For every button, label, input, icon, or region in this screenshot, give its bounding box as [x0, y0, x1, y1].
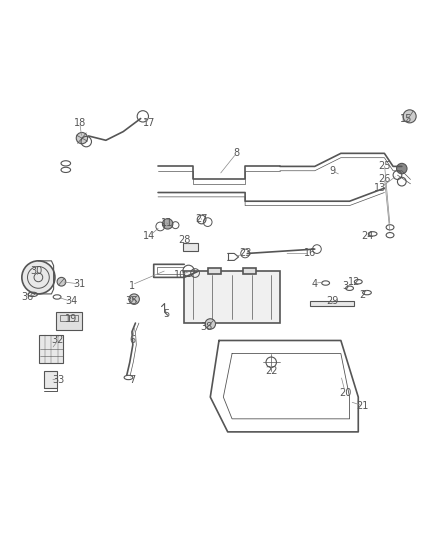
Text: 25: 25: [378, 161, 391, 172]
Text: 9: 9: [329, 166, 335, 176]
Circle shape: [396, 163, 407, 174]
Text: 28: 28: [178, 236, 191, 245]
Text: 33: 33: [52, 375, 64, 385]
Circle shape: [403, 110, 416, 123]
Text: 3: 3: [342, 281, 348, 291]
Text: 10: 10: [174, 270, 186, 280]
Circle shape: [129, 294, 139, 304]
Circle shape: [57, 277, 66, 286]
Bar: [243, 268, 256, 274]
Bar: [39, 335, 64, 364]
Bar: [183, 243, 198, 251]
Text: 18: 18: [74, 118, 86, 128]
Text: 38: 38: [200, 322, 212, 333]
Bar: [56, 312, 82, 329]
Text: 29: 29: [326, 296, 338, 306]
Text: 1: 1: [129, 281, 135, 291]
Text: 14: 14: [143, 231, 155, 241]
Text: 19: 19: [65, 314, 77, 324]
Text: 35: 35: [126, 296, 138, 306]
Circle shape: [162, 219, 173, 229]
Text: 27: 27: [195, 214, 208, 224]
Text: 34: 34: [65, 296, 77, 306]
Text: 20: 20: [339, 387, 351, 398]
Text: 5: 5: [164, 309, 170, 319]
Text: 2: 2: [360, 290, 366, 300]
Text: 26: 26: [378, 174, 391, 184]
Text: 24: 24: [361, 231, 373, 241]
Text: 16: 16: [304, 248, 317, 259]
Text: 22: 22: [265, 366, 278, 376]
Text: 15: 15: [400, 114, 412, 124]
Bar: [208, 268, 221, 274]
Bar: [184, 271, 280, 323]
Text: 12: 12: [348, 277, 360, 287]
Text: 7: 7: [129, 375, 135, 385]
Bar: [60, 314, 69, 321]
Text: 8: 8: [233, 148, 240, 158]
Text: 4: 4: [312, 279, 318, 289]
Text: 21: 21: [357, 401, 369, 411]
Text: 23: 23: [239, 248, 251, 259]
Text: 13: 13: [374, 183, 386, 193]
Bar: [311, 301, 354, 306]
Text: 11: 11: [161, 218, 173, 228]
Text: 32: 32: [52, 335, 64, 345]
Text: 36: 36: [21, 292, 34, 302]
Circle shape: [76, 133, 88, 144]
Text: 30: 30: [30, 266, 42, 276]
Bar: [44, 371, 57, 389]
Text: 31: 31: [74, 279, 86, 289]
Text: 17: 17: [143, 118, 155, 128]
Bar: [69, 314, 78, 321]
Circle shape: [22, 261, 55, 294]
Circle shape: [205, 319, 215, 329]
Text: 6: 6: [129, 335, 135, 345]
